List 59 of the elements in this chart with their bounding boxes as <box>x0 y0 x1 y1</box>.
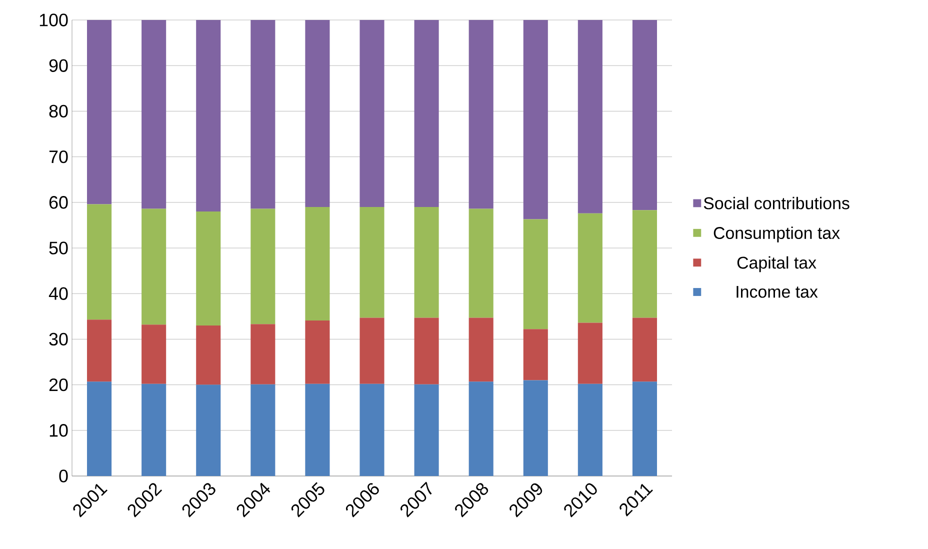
bar <box>196 20 221 212</box>
bar <box>632 382 658 476</box>
bar <box>414 206 439 318</box>
y-tick-label: 20 <box>49 378 68 392</box>
y-tick-label: 60 <box>49 196 68 209</box>
bar <box>360 20 384 207</box>
bar <box>305 384 330 476</box>
y-tick-label: 90 <box>49 59 68 72</box>
bar <box>360 384 384 476</box>
bar <box>414 384 439 476</box>
bar <box>250 324 276 384</box>
y-tick-label: 70 <box>49 150 68 164</box>
y-tick-label: 30 <box>49 332 68 346</box>
bar <box>632 318 658 382</box>
bar <box>142 20 166 209</box>
bar <box>305 20 330 207</box>
legend-label: Social contributions <box>704 196 850 210</box>
bar <box>578 20 602 214</box>
bar <box>632 210 658 318</box>
bar <box>414 318 439 384</box>
bar <box>578 322 602 384</box>
bar <box>578 384 602 476</box>
y-tick-label: 10 <box>50 424 68 437</box>
bar <box>523 329 548 380</box>
bar <box>578 213 602 323</box>
bar <box>468 318 494 382</box>
y-tick-label: 50 <box>49 242 68 254</box>
bar <box>523 20 548 220</box>
bar <box>196 326 221 385</box>
bar <box>142 208 166 325</box>
bar <box>87 320 112 382</box>
bar <box>142 384 166 476</box>
bar <box>250 208 276 324</box>
legend-label: Income tax <box>736 286 818 298</box>
bar <box>360 318 384 384</box>
y-tick-label: 80 <box>49 104 68 118</box>
bar <box>360 206 384 318</box>
legend-label: Capital tax <box>737 256 816 272</box>
bar <box>468 20 494 209</box>
y-tick-label: 40 <box>48 287 68 300</box>
bar <box>196 212 221 326</box>
y-tick-label: 100 <box>40 14 68 26</box>
bar <box>250 20 276 209</box>
legend-label: Consumption tax <box>714 226 840 242</box>
bar <box>468 382 494 476</box>
y-tick-label: 0 <box>59 470 68 482</box>
bar <box>414 20 439 207</box>
bar <box>250 384 276 476</box>
bar <box>468 208 494 318</box>
bar <box>87 382 112 476</box>
bar <box>523 380 548 476</box>
bar <box>523 219 548 330</box>
bar <box>87 204 112 320</box>
bar <box>632 20 658 210</box>
bar <box>305 206 330 321</box>
bar <box>142 324 166 384</box>
bar <box>87 20 112 204</box>
bar <box>305 320 330 384</box>
bar <box>196 384 221 476</box>
